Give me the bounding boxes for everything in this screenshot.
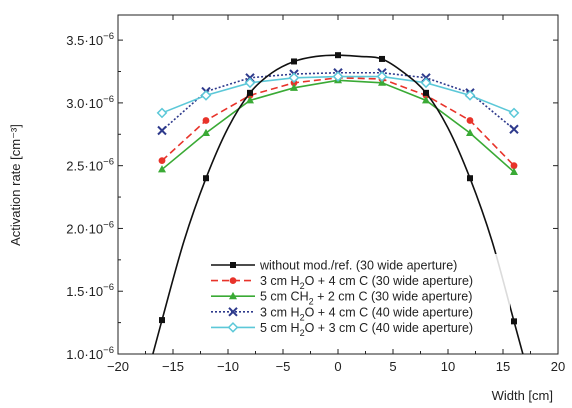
y-tick-exponent: −6 <box>103 157 114 168</box>
legend-label-subscript: 2 <box>300 281 305 291</box>
data-point-diamond <box>227 322 239 333</box>
data-point-triangle <box>246 96 254 104</box>
legend-label-part: O + 3 cm C (40 wide aperture) <box>305 321 473 335</box>
data-point-triangle <box>290 83 298 91</box>
y-tick-exponent: −6 <box>103 94 114 105</box>
data-point-diamond <box>156 107 168 119</box>
data-point-triangle <box>202 128 210 137</box>
data-point-diamond <box>420 77 432 89</box>
legend-label-subscript: 2 <box>300 328 305 338</box>
x-tick-label: 0 <box>334 359 341 374</box>
y-tick-mantissa: 1.0·10 <box>66 347 103 362</box>
legend-label: 3 cm H2O + 4 cm C (40 wide aperture) <box>260 305 473 322</box>
data-point-circle <box>229 277 237 284</box>
data-point-square <box>291 58 297 65</box>
data-point-diamond <box>200 89 212 101</box>
data-point-diamond <box>244 77 256 89</box>
data-point-x <box>509 124 519 134</box>
data-point-x <box>157 125 167 136</box>
y-tick-mantissa: 3.0·10 <box>66 96 103 111</box>
y-tick-label: 3.0·10−6 <box>66 94 114 111</box>
legend-label-part: 3 cm H <box>260 274 300 288</box>
data-point-triangle <box>378 78 386 86</box>
y-axis-ticks: 1.0·10−61.5·10−62.0·10−62.5·10−63.0·10−6… <box>66 31 558 362</box>
data-point-triangle <box>422 96 430 104</box>
legend-label: 5 cm H2O + 3 cm C (40 wide aperture) <box>260 321 473 338</box>
y-tick-exponent: −6 <box>103 282 114 293</box>
data-point-triangle <box>466 128 474 137</box>
legend-label-subscript: 2 <box>309 297 314 307</box>
legend-label-part: O + 4 cm C (40 wide aperture) <box>305 305 473 319</box>
x-axis-label: Width [cm] <box>492 388 553 403</box>
x-tick-label: −20 <box>107 359 129 374</box>
x-stroke <box>509 124 519 134</box>
x-axis-ticks: −20 −15 −10 −5 0 5 10 15 20 <box>107 15 565 374</box>
x-tick-label: 10 <box>441 359 455 374</box>
x-tick-label: −5 <box>276 359 291 374</box>
legend-item: 3 cm H2O + 4 cm C (40 wide aperture) <box>211 305 473 322</box>
series-4 <box>156 71 520 119</box>
legend-label-part: O + 4 cm C (30 wide aperture) <box>305 274 473 288</box>
y-tick-exponent: −6 <box>103 345 114 356</box>
data-point-diamond <box>464 89 476 101</box>
legend-label-part: + 2 cm C (30 wide aperture) <box>314 290 473 304</box>
series-layer <box>152 52 524 354</box>
data-point-square <box>335 52 341 59</box>
y-tick-label: 2.5·10−6 <box>66 157 114 174</box>
legend-item: 3 cm H2O + 4 cm C (30 wide aperture) <box>211 274 473 291</box>
y-tick-mantissa: 1.5·10 <box>66 284 103 299</box>
data-point-square <box>230 262 236 268</box>
y-tick-exponent: −6 <box>103 219 114 230</box>
data-point-square <box>379 55 385 62</box>
data-point-diamond <box>508 107 520 119</box>
data-point-square <box>203 175 209 182</box>
legend-label: without mod./ref. (30 wide aperture) <box>259 259 457 273</box>
legend-label: 5 cm CH2 + 2 cm C (30 wide aperture) <box>260 290 472 307</box>
x-tick-label: 15 <box>496 359 510 374</box>
legend-label-part: 3 cm H <box>260 305 300 319</box>
data-point-square <box>423 89 429 96</box>
data-point-circle <box>466 117 474 124</box>
legend: without mod./ref. (30 wide aperture)3 cm… <box>206 254 510 338</box>
data-point-diamond <box>332 71 344 82</box>
x-stroke <box>228 307 238 317</box>
y-tick-label: 2.0·10−6 <box>66 219 114 236</box>
y-tick-exponent: −6 <box>103 31 114 42</box>
legend-label: 3 cm H2O + 4 cm C (30 wide aperture) <box>260 274 473 291</box>
y-tick-label: 1.0·10−6 <box>66 345 114 362</box>
data-point-triangle <box>158 165 166 173</box>
legend-label-subscript: 2 <box>300 312 305 322</box>
y-tick-label: 3.5·10−6 <box>66 31 114 48</box>
data-point-square <box>159 317 165 324</box>
data-point-diamond <box>288 72 300 84</box>
y-tick-label: 1.5·10−6 <box>66 282 114 299</box>
data-point-x <box>228 307 238 317</box>
data-point-square <box>247 89 253 96</box>
x-tick-label: 5 <box>389 359 396 374</box>
data-point-circle <box>158 157 166 165</box>
data-point-triangle <box>229 291 237 300</box>
data-point-square <box>467 175 473 182</box>
x-tick-label: −10 <box>217 359 239 374</box>
legend-item: 5 cm CH2 + 2 cm C (30 wide aperture) <box>211 290 472 307</box>
legend-label-part: 5 cm H <box>260 321 300 335</box>
data-point-diamond <box>376 71 388 82</box>
y-tick-mantissa: 2.5·10 <box>66 159 103 174</box>
y-tick-mantissa: 2.0·10 <box>66 221 103 236</box>
x-tick-label: 20 <box>551 359 565 374</box>
series-0 <box>152 52 524 354</box>
data-point-circle <box>510 162 518 170</box>
x-stroke <box>157 125 167 136</box>
data-point-square <box>511 318 517 325</box>
x-tick-label: −15 <box>162 359 184 374</box>
y-axis-label: Activation rate [cm⁻³] <box>8 124 23 246</box>
legend-background <box>206 254 510 336</box>
legend-item: 5 cm H2O + 3 cm C (40 wide aperture) <box>211 321 473 338</box>
y-tick-mantissa: 3.5·10 <box>66 33 103 48</box>
legend-item: without mod./ref. (30 wide aperture) <box>211 259 457 273</box>
legend-label-part: 5 cm CH <box>260 290 309 304</box>
data-point-circle <box>202 117 210 124</box>
data-point-triangle <box>510 167 518 175</box>
